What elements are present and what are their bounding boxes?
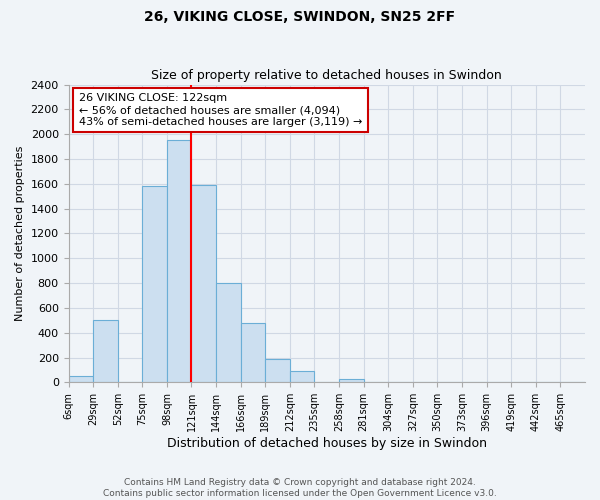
Text: 26 VIKING CLOSE: 122sqm
← 56% of detached houses are smaller (4,094)
43% of semi: 26 VIKING CLOSE: 122sqm ← 56% of detache… [79,94,362,126]
Bar [339,378,364,382]
Bar [241,323,265,382]
Text: 26, VIKING CLOSE, SWINDON, SN25 2FF: 26, VIKING CLOSE, SWINDON, SN25 2FF [145,10,455,24]
Title: Size of property relative to detached houses in Swindon: Size of property relative to detached ho… [151,69,502,82]
Bar [93,320,118,382]
Bar [216,283,241,382]
Bar [167,140,191,382]
Bar [265,360,290,382]
Text: Contains HM Land Registry data © Crown copyright and database right 2024.
Contai: Contains HM Land Registry data © Crown c… [103,478,497,498]
Bar [68,376,93,382]
Bar [191,185,216,382]
Y-axis label: Number of detached properties: Number of detached properties [15,146,25,321]
Bar [290,371,314,382]
Bar [142,186,167,382]
X-axis label: Distribution of detached houses by size in Swindon: Distribution of detached houses by size … [167,437,487,450]
